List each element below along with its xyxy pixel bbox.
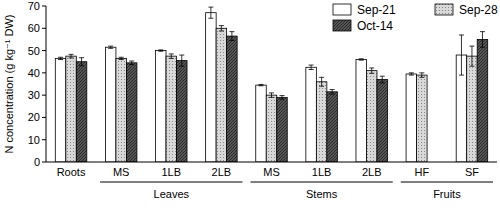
bar — [55, 58, 66, 162]
bar — [177, 61, 188, 162]
bar — [156, 51, 167, 162]
y-tick — [42, 139, 46, 140]
error-bar — [380, 76, 385, 83]
y-tick — [42, 95, 46, 96]
legend-swatch — [333, 20, 351, 31]
x-tick-label: 2LB — [362, 166, 382, 178]
bar — [316, 82, 327, 162]
group-label: Leaves — [154, 188, 190, 200]
bar — [467, 56, 478, 162]
error-bar — [359, 59, 364, 60]
error-bar — [480, 32, 485, 48]
error-bar — [229, 32, 234, 41]
y-tick-label: 30 — [28, 89, 40, 101]
x-tick-label: 2LB — [212, 166, 232, 178]
bar — [116, 58, 127, 162]
error-bar — [119, 57, 124, 59]
error-bar — [58, 57, 63, 59]
error-bar — [208, 7, 213, 18]
error-bar — [459, 35, 464, 75]
bar — [105, 47, 116, 162]
error-bar — [319, 77, 324, 86]
bar — [126, 63, 136, 162]
bar — [266, 95, 277, 162]
y-tick — [42, 117, 46, 118]
bar — [76, 62, 87, 162]
x-tick-label: HF — [414, 166, 429, 178]
bar — [66, 56, 77, 162]
y-axis-label: N concentration (g kg⁻¹ DW) — [3, 14, 15, 153]
group-bracket — [100, 182, 242, 183]
error-bar — [158, 50, 163, 51]
y-tick-label: 60 — [28, 22, 40, 34]
error-bar — [369, 68, 374, 73]
y-tick-label: 70 — [28, 0, 40, 12]
error-bar — [129, 61, 134, 65]
bar — [277, 97, 288, 162]
error-bar — [330, 90, 335, 94]
error-bar — [69, 54, 74, 58]
x-tick-label: SF — [465, 166, 479, 178]
error-bars — [58, 7, 485, 99]
bar — [256, 85, 267, 162]
bar — [377, 80, 388, 162]
bar — [166, 56, 177, 162]
x-tick-label: Roots — [57, 166, 86, 178]
error-bar — [280, 96, 285, 100]
x-tick-label: 1LB — [161, 166, 181, 178]
y-tick — [42, 28, 46, 29]
legend-label: Sep-28 — [459, 3, 498, 17]
bar — [206, 13, 217, 162]
error-bar — [108, 46, 113, 48]
x-tick-label: MS — [263, 166, 280, 178]
y-tick-label: 40 — [28, 67, 40, 79]
group-bracket — [401, 182, 493, 183]
bars — [55, 13, 487, 162]
error-bar — [469, 46, 474, 66]
error-bar — [309, 65, 314, 69]
error-bar — [269, 93, 274, 97]
bar — [366, 71, 377, 162]
chart: 0 10 20 30 40 50 60 70 N concentration (g kg⁻¹ D… — [0, 0, 500, 213]
bar — [216, 28, 227, 162]
x-axis — [46, 162, 497, 163]
x-tick-label: 1LB — [312, 166, 332, 178]
y-tick — [42, 50, 46, 51]
group-bracket — [250, 182, 392, 183]
error-bar — [169, 54, 174, 58]
bar — [477, 39, 488, 162]
bar — [417, 75, 428, 162]
error-bar — [409, 73, 414, 75]
legend-label: Sep-21 — [357, 3, 396, 17]
y-tick-label: 20 — [28, 111, 40, 123]
y-tick — [42, 162, 46, 163]
group-label: Stems — [306, 188, 338, 200]
y-tick-label: 50 — [28, 45, 40, 57]
bar — [306, 67, 317, 162]
legend-label: Oct-14 — [357, 19, 393, 33]
bar — [356, 59, 367, 162]
legend-swatch — [333, 4, 351, 15]
error-bar — [219, 26, 224, 31]
legend-swatch — [435, 4, 453, 15]
y-tick-label: 10 — [28, 134, 40, 146]
x-tick-label: MS — [113, 166, 130, 178]
y-tick-label: 0 — [34, 156, 40, 168]
y-tick — [42, 72, 46, 73]
y-axis — [46, 6, 47, 162]
bar — [227, 36, 238, 162]
error-bar — [259, 84, 264, 85]
y-tick — [42, 6, 46, 7]
error-bar — [79, 58, 84, 66]
error-bar — [179, 55, 184, 66]
error-bar — [419, 73, 424, 77]
bar — [406, 74, 417, 162]
group-label: Fruits — [433, 188, 461, 200]
bar — [327, 92, 338, 162]
